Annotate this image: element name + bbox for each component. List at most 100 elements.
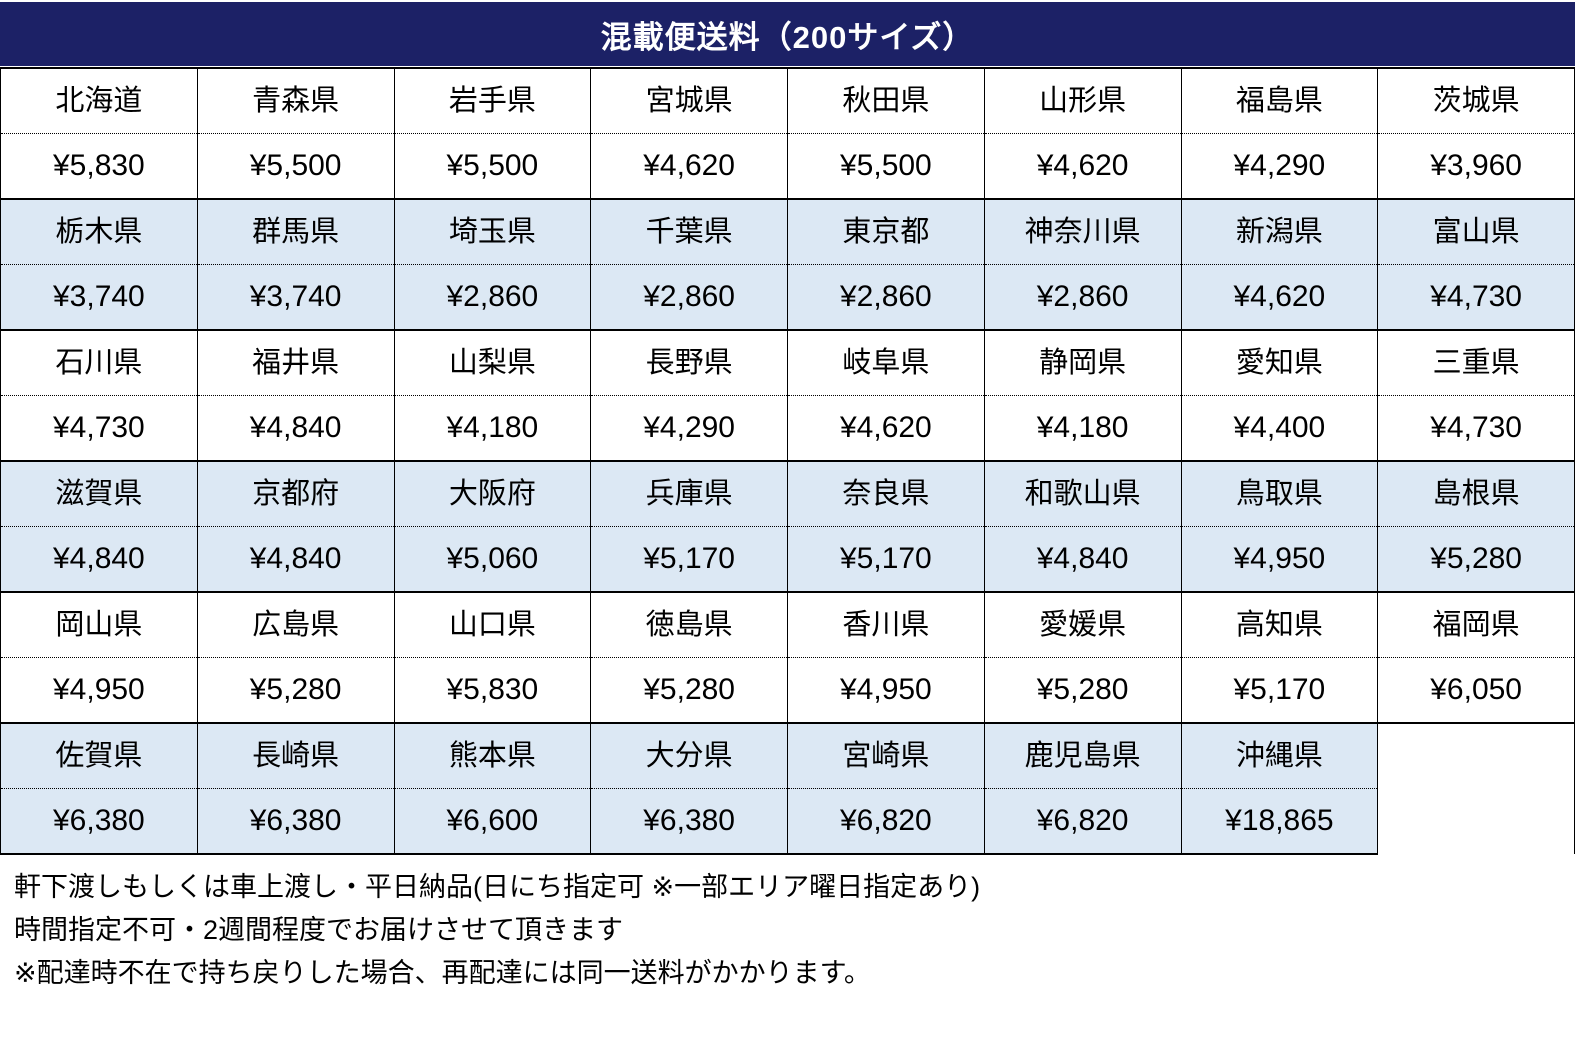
prefecture-row: 北海道 青森県 岩手県 宮城県 秋田県 山形県 福島県 茨城県 <box>0 67 1575 134</box>
price-cell: ¥6,050 <box>1377 657 1575 724</box>
price-cell: ¥4,290 <box>1180 133 1379 200</box>
prefecture-cell: 長崎県 <box>196 722 395 789</box>
prefecture-cell: 山口県 <box>393 591 592 658</box>
price-row: ¥4,840 ¥4,840 ¥5,060 ¥5,170 ¥5,170 ¥4,840 ¥4,9… <box>0 526 1575 593</box>
price-cell: ¥4,620 <box>787 395 985 462</box>
price-cell: ¥4,620 <box>983 133 1182 200</box>
prefecture-cell: 徳島県 <box>590 591 788 658</box>
price-cell: ¥5,280 <box>983 657 1182 724</box>
prefecture-cell: 鹿児島県 <box>983 722 1182 789</box>
price-cell: ¥5,500 <box>787 133 985 200</box>
prefecture-row: 滋賀県 京都府 大阪府 兵庫県 奈良県 和歌山県 鳥取県 島根県 <box>0 460 1575 527</box>
note-line-schedule: 時間指定不可・2週間程度でお届けさせて頂きます <box>14 915 624 945</box>
price-row: ¥6,380 ¥6,380 ¥6,600 ¥6,380 ¥6,820 ¥6,820 ¥18,… <box>0 788 1575 855</box>
page-title: 混載便送料（200サイズ） <box>600 19 975 55</box>
price-cell: ¥4,620 <box>590 133 788 200</box>
price-cell: ¥18,865 <box>1180 788 1379 855</box>
prefecture-cell: 香川県 <box>787 591 985 658</box>
prefecture-cell: 茨城県 <box>1377 67 1575 134</box>
price-cell: ¥5,170 <box>787 526 985 593</box>
price-cell: ¥6,820 <box>787 788 985 855</box>
prefecture-cell: 宮城県 <box>590 67 788 134</box>
prefecture-cell: 埼玉県 <box>393 198 592 265</box>
prefecture-cell: 広島県 <box>196 591 395 658</box>
prefecture-row: 栃木県 群馬県 埼玉県 千葉県 東京都 神奈川県 新潟県 富山県 <box>0 198 1575 265</box>
price-cell: ¥4,950 <box>787 657 985 724</box>
price-row: ¥4,730 ¥4,840 ¥4,180 ¥4,290 ¥4,620 ¥4,180 ¥4,4… <box>0 395 1575 462</box>
prefecture-cell: 千葉県 <box>590 198 788 265</box>
prefecture-cell: 宮崎県 <box>787 722 985 789</box>
price-cell: ¥4,950 <box>0 657 198 724</box>
price-cell: ¥3,740 <box>0 264 198 331</box>
prefecture-cell: 山形県 <box>983 67 1182 134</box>
price-cell: ¥6,820 <box>983 788 1182 855</box>
prefecture-cell: 和歌山県 <box>983 460 1182 527</box>
prefecture-cell: 京都府 <box>196 460 395 527</box>
prefecture-cell: 滋賀県 <box>0 460 198 527</box>
prefecture-cell: 奈良県 <box>787 460 985 527</box>
price-cell: ¥4,400 <box>1180 395 1379 462</box>
prefecture-cell: 岐阜県 <box>787 329 985 396</box>
prefecture-cell: 神奈川県 <box>983 198 1182 265</box>
prefecture-cell: 佐賀県 <box>0 722 198 789</box>
price-cell: ¥2,860 <box>590 264 788 331</box>
price-cell: ¥5,170 <box>1180 657 1379 724</box>
price-cell: ¥4,180 <box>393 395 592 462</box>
price-cell: ¥4,730 <box>1377 395 1575 462</box>
price-cell: ¥3,960 <box>1377 133 1575 200</box>
prefecture-cell: 群馬県 <box>196 198 395 265</box>
price-cell: ¥6,380 <box>590 788 788 855</box>
price-cell: ¥5,280 <box>1377 526 1575 593</box>
prefecture-cell: 山梨県 <box>393 329 592 396</box>
price-cell: ¥5,500 <box>196 133 395 200</box>
price-cell: ¥4,290 <box>590 395 788 462</box>
prefecture-cell: 高知県 <box>1180 591 1379 658</box>
prefecture-cell: 栃木県 <box>0 198 198 265</box>
price-cell: ¥4,180 <box>983 395 1182 462</box>
prefecture-cell: 島根県 <box>1377 460 1575 527</box>
empty-cell <box>1377 788 1575 854</box>
prefecture-row: 岡山県 広島県 山口県 徳島県 香川県 愛媛県 高知県 福岡県 <box>0 591 1575 658</box>
price-cell: ¥5,500 <box>393 133 592 200</box>
price-cell: ¥5,280 <box>590 657 788 724</box>
prefecture-cell: 大阪府 <box>393 460 592 527</box>
prefecture-cell: 熊本県 <box>393 722 592 789</box>
prefecture-cell: 福岡県 <box>1377 591 1575 658</box>
notes-block: 軒下渡しもしくは車上渡し・平日納品(日にち指定可 ※一部エリア曜日指定あり) 時… <box>0 866 1575 995</box>
note-line-redelivery: ※配達時不在で持ち戻りした場合、再配達には同一送料がかかります。 <box>14 958 871 988</box>
price-cell: ¥6,380 <box>0 788 198 855</box>
price-cell: ¥4,840 <box>983 526 1182 593</box>
prefecture-cell: 北海道 <box>0 67 198 134</box>
price-cell: ¥4,950 <box>1180 526 1379 593</box>
prefecture-cell: 東京都 <box>787 198 985 265</box>
prefecture-cell: 福島県 <box>1180 67 1379 134</box>
prefecture-row: 石川県 福井県 山梨県 長野県 岐阜県 静岡県 愛知県 三重県 <box>0 329 1575 396</box>
price-cell: ¥4,730 <box>1377 264 1575 331</box>
price-cell: ¥5,830 <box>393 657 592 724</box>
price-cell: ¥5,830 <box>0 133 198 200</box>
price-cell: ¥6,380 <box>196 788 395 855</box>
prefecture-cell: 鳥取県 <box>1180 460 1379 527</box>
price-cell: ¥4,620 <box>1180 264 1379 331</box>
price-cell: ¥2,860 <box>787 264 985 331</box>
price-cell: ¥4,840 <box>0 526 198 593</box>
table-title-bar: 混載便送料（200サイズ） <box>0 2 1575 66</box>
price-row: ¥5,830 ¥5,500 ¥5,500 ¥4,620 ¥5,500 ¥4,620 ¥4,2… <box>0 133 1575 200</box>
prefecture-cell: 沖縄県 <box>1180 722 1379 789</box>
prefecture-cell: 岡山県 <box>0 591 198 658</box>
shipping-fee-table: 北海道 青森県 岩手県 宮城県 秋田県 山形県 福島県 茨城県 ¥5,830 ¥5,500 ¥5,5… <box>0 67 1575 855</box>
empty-cell <box>1377 723 1575 789</box>
price-row: ¥4,950 ¥5,280 ¥5,830 ¥5,280 ¥4,950 ¥5,280 ¥5,1… <box>0 657 1575 724</box>
price-cell: ¥5,060 <box>393 526 592 593</box>
prefecture-cell: 岩手県 <box>393 67 592 134</box>
prefecture-cell: 福井県 <box>196 329 395 396</box>
price-cell: ¥4,840 <box>196 395 395 462</box>
price-cell: ¥3,740 <box>196 264 395 331</box>
prefecture-row: 佐賀県 長崎県 熊本県 大分県 宮崎県 鹿児島県 沖縄県 <box>0 722 1575 789</box>
price-cell: ¥5,280 <box>196 657 395 724</box>
prefecture-cell: 三重県 <box>1377 329 1575 396</box>
prefecture-cell: 長野県 <box>590 329 788 396</box>
price-cell: ¥2,860 <box>393 264 592 331</box>
note-line-delivery: 軒下渡しもしくは車上渡し・平日納品(日にち指定可 ※一部エリア曜日指定あり) <box>14 872 981 902</box>
